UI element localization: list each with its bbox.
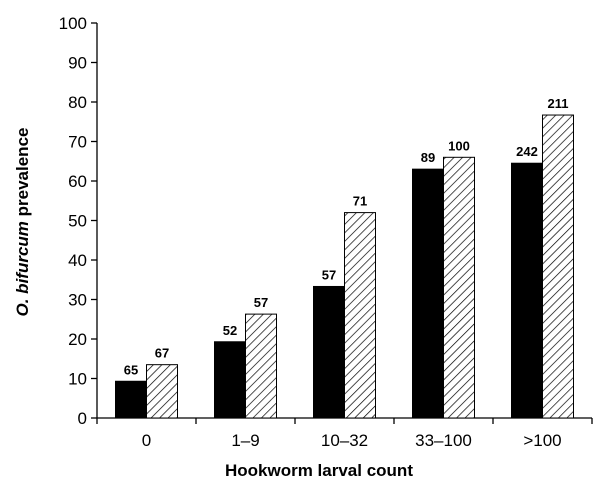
bar-hatched — [443, 156, 475, 419]
bar-count-label: 57 — [254, 295, 268, 310]
bar-hatched — [245, 313, 277, 419]
bar-count-label: 57 — [322, 267, 336, 282]
bar-hatched — [542, 114, 574, 419]
bar-count-label: 89 — [421, 150, 435, 165]
data-labels: 65 52 57 89 242 67 57 71 100 211 — [124, 96, 569, 377]
y-tick-label: 20 — [68, 330, 87, 349]
bar-solid — [511, 162, 543, 419]
bar-count-label: 211 — [548, 96, 569, 111]
bar-count-label: 67 — [155, 346, 169, 361]
bar-count-label: 100 — [448, 138, 470, 153]
bar-count-label: 71 — [353, 194, 367, 209]
x-axis-title: Hookworm larval count — [225, 461, 413, 480]
bar-solid — [115, 380, 147, 419]
y-tick-label: 50 — [68, 212, 87, 231]
y-axis-title: O. bifurcum prevalence — [13, 128, 32, 317]
y-tick-label: 80 — [68, 93, 87, 112]
y-tick-label: 90 — [68, 54, 87, 73]
y-tick-label: 70 — [68, 133, 87, 152]
y-axis-title-rest: prevalence — [13, 128, 32, 222]
x-tick-label: 10–32 — [321, 431, 368, 450]
y-axis-title-italic: O. bifurcum — [13, 221, 32, 316]
y-tick-label: 60 — [68, 172, 87, 191]
bar-hatched — [344, 212, 376, 419]
x-tick-label: 1–9 — [231, 431, 259, 450]
bars — [115, 114, 574, 419]
x-tick-label: 0 — [142, 431, 151, 450]
y-tick-label: 0 — [78, 409, 87, 428]
bar-count-label: 65 — [124, 362, 138, 377]
bar-solid — [313, 285, 345, 419]
y-tick-label: 30 — [68, 291, 87, 310]
x-tick-label: 33–100 — [415, 431, 472, 450]
y-tick-label: 10 — [68, 370, 87, 389]
bar-hatched — [146, 364, 178, 419]
y-tick-label: 100 — [59, 14, 87, 33]
bar-count-label: 242 — [516, 144, 538, 159]
axes: 0 10 20 30 40 50 60 70 80 90 100 0 1–9 10–32 33–100 >10… — [59, 14, 593, 450]
x-tick-label: >100 — [523, 431, 561, 450]
bar-solid — [214, 341, 246, 419]
y-tick-label: 40 — [68, 251, 87, 270]
bar-solid — [412, 168, 444, 419]
bar-count-label: 52 — [223, 323, 237, 338]
